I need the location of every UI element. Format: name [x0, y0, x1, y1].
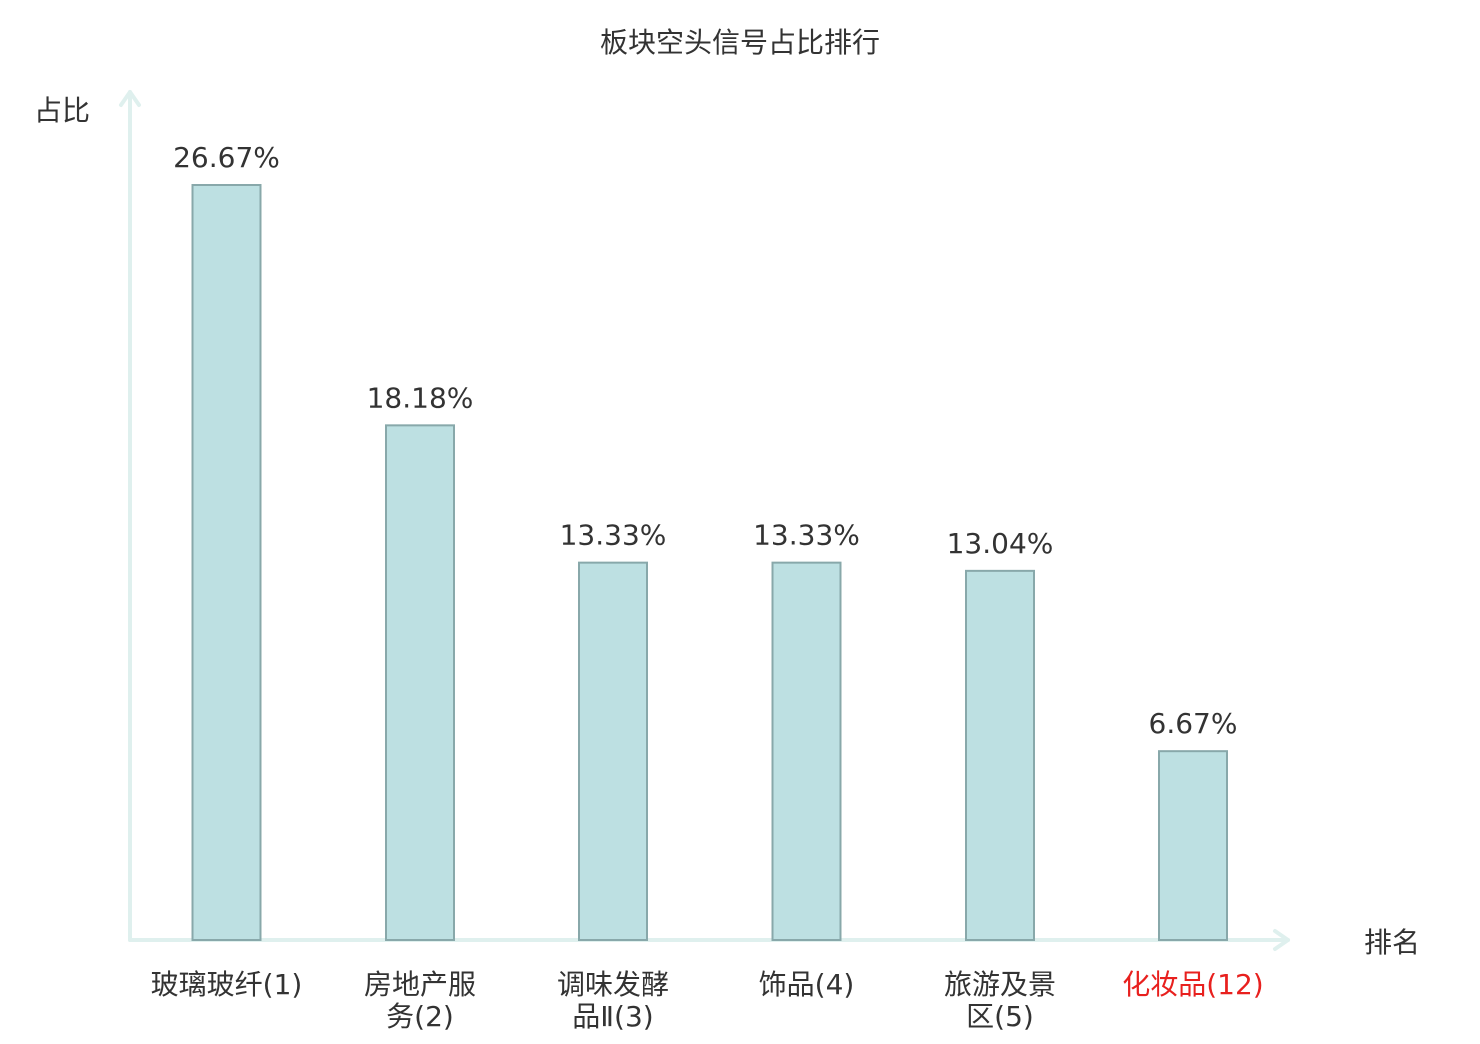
category-label: 务(2) [386, 1000, 454, 1033]
category-label: 区(5) [966, 1000, 1034, 1033]
axes [119, 90, 1290, 951]
category-label: 品Ⅱ(3) [572, 1000, 653, 1033]
bar [191, 184, 262, 941]
category-label: 旅游及景 [944, 968, 1056, 1001]
category-label: 调味发酵 [557, 968, 669, 1001]
value-label: 6.67% [1149, 707, 1238, 740]
bar [965, 569, 1035, 941]
category-label: 饰品(4) [759, 968, 855, 1001]
category-label: 玻璃玻纤(1) [151, 968, 303, 1001]
value-label: 18.18% [367, 381, 474, 414]
x-axis-label: 排名 [1364, 926, 1420, 959]
category-label: 化妆品(12) [1122, 968, 1263, 1001]
value-label: 13.04% [947, 527, 1054, 560]
bar [578, 561, 648, 941]
value-labels-group: 26.67% 18.18% 13.33% 13.33% 13.04% 6.67% [173, 141, 1237, 740]
bar [385, 424, 455, 941]
x-axis-arrow [1273, 929, 1290, 951]
value-label: 26.67% [173, 141, 280, 174]
category-label: 房地产服 [364, 968, 476, 1001]
bar [771, 561, 842, 941]
value-label: 13.33% [753, 519, 860, 552]
bars-group [191, 184, 1228, 941]
bar [1158, 750, 1228, 941]
y-axis-arrow [119, 90, 141, 107]
value-label: 13.33% [560, 519, 667, 552]
y-axis-label: 占比 [34, 94, 90, 127]
chart-title: 板块空头信号占比排行 [600, 26, 880, 59]
